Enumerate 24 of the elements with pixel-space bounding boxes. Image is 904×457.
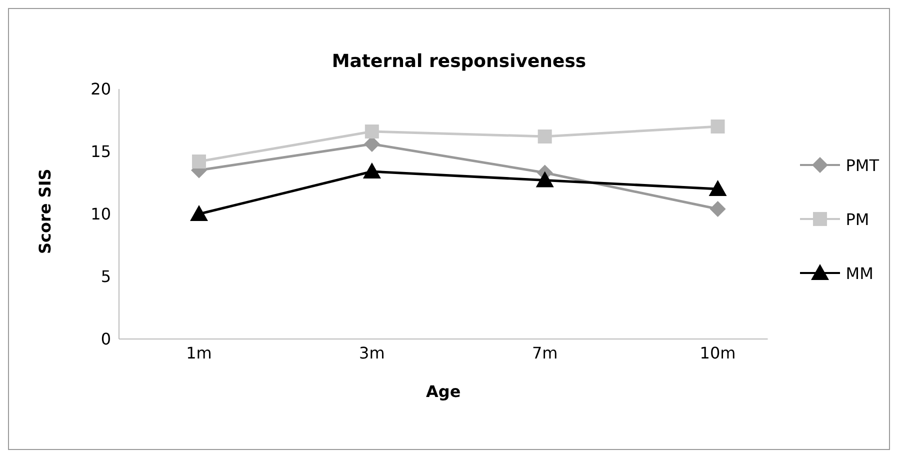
x-tick-label: 7m [532, 343, 558, 362]
x-axis-title: Age [426, 382, 461, 401]
point [710, 201, 726, 217]
y-axis-title: Score SIS [36, 168, 55, 254]
y-tick-label: 5 [100, 267, 111, 286]
y-tick-label: 0 [100, 330, 111, 349]
point [710, 120, 725, 134]
legend-label: MM [846, 264, 874, 282]
y-tick-label: 20 [90, 80, 111, 99]
chart-title: Maternal responsiveness [330, 51, 588, 72]
point [364, 124, 379, 138]
point [362, 162, 381, 178]
point [190, 205, 208, 221]
x-tick-label: 3m [359, 343, 385, 362]
point [708, 180, 727, 196]
point [536, 171, 554, 188]
legend-label: PMT [846, 156, 879, 174]
point [538, 130, 552, 144]
x-tick-label: 1m [186, 343, 212, 362]
x-tick-label: 10m [700, 343, 736, 362]
y-tick-label: 15 [90, 142, 111, 162]
y-tick-label: 10 [90, 204, 111, 224]
point [192, 154, 206, 168]
legend-label: PM [846, 210, 870, 228]
